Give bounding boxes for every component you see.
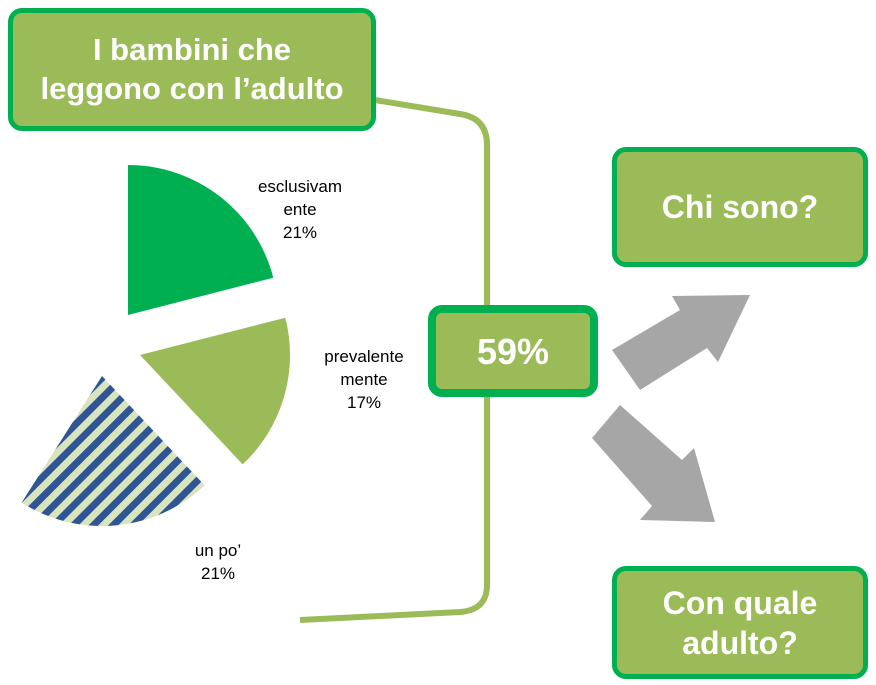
question: Chi sono?: [661, 189, 819, 225]
slice-label: prevalentemente 17%: [308, 346, 420, 415]
question: Con quale adulto?: [662, 584, 818, 661]
arrow-down: [592, 405, 715, 522]
slice-label: esclusivamente 21%: [250, 176, 350, 245]
pie-slice: [140, 317, 290, 465]
arrow-up: [612, 295, 750, 390]
value-label: 21%: [200, 563, 236, 583]
pie: [21, 165, 290, 526]
highlight-box: 59%: [428, 305, 598, 397]
highlight: 59%: [476, 330, 550, 372]
value-label: 21%: [282, 222, 318, 242]
category-label: esclusivamente: [257, 177, 343, 219]
pie-slice: [128, 165, 274, 315]
value-label: 17%: [346, 392, 382, 412]
question-box: Chi sono?: [612, 147, 868, 267]
category-label: un po’: [194, 541, 242, 560]
title-box: I bambini che leggono con l’adulto: [8, 8, 376, 131]
slice-label: un po’ 21%: [168, 540, 268, 586]
question-box: Con quale adulto?: [612, 566, 868, 679]
chart-title: I bambini che leggono con l’adulto: [40, 31, 344, 106]
category-label: prevalentemente: [324, 347, 404, 389]
pie-slice: [21, 376, 205, 526]
